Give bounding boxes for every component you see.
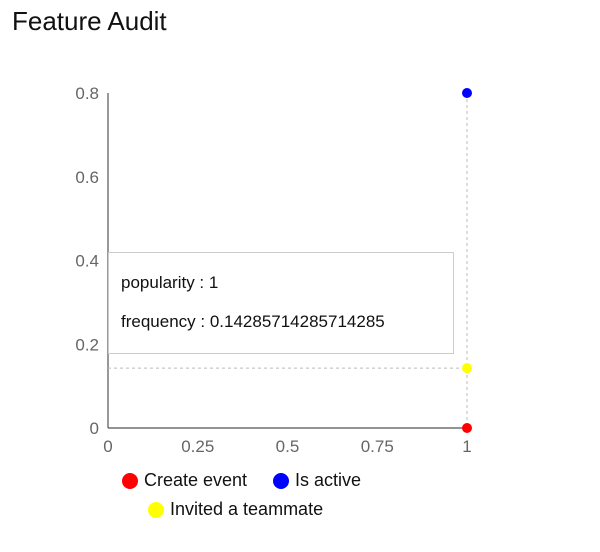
x-tick-label: 0.25 [181,437,214,456]
y-tick-label: 0.6 [75,168,99,187]
y-tick-label: 0.4 [75,252,99,271]
legend-label: Invited a teammate [170,499,324,519]
legend-item-create-event[interactable]: Create event [122,470,247,491]
y-tick-label: 0 [90,419,99,438]
x-tick-label: 1 [462,437,471,456]
x-tick-label: 0.75 [361,437,394,456]
legend-marker [122,472,138,489]
legend-item-is-active[interactable]: Is active [273,470,361,491]
legend-label: Create event [144,470,248,490]
x-tick-label: 0 [103,437,112,456]
tooltip: popularity : 1 frequency : 0.14285714285… [108,252,454,354]
data-point-is-active [462,88,472,98]
y-tick-label: 0.2 [75,335,99,354]
legend-marker [273,472,289,489]
legend-marker [148,501,164,518]
tooltip-frequency: frequency : 0.14285714285714285 [121,312,385,331]
y-tick-label: 0.8 [75,84,99,103]
legend-label: Is active [295,470,362,490]
data-point-invited-a-teammate [462,363,472,374]
legend-item-invited-a-teammate[interactable]: Invited a teammate [148,499,323,520]
tooltip-popularity: popularity : 1 [121,273,219,292]
data-point-create-event [462,423,472,433]
chart-title: Feature Audit [12,6,167,36]
x-tick-label: 0.5 [276,437,300,456]
